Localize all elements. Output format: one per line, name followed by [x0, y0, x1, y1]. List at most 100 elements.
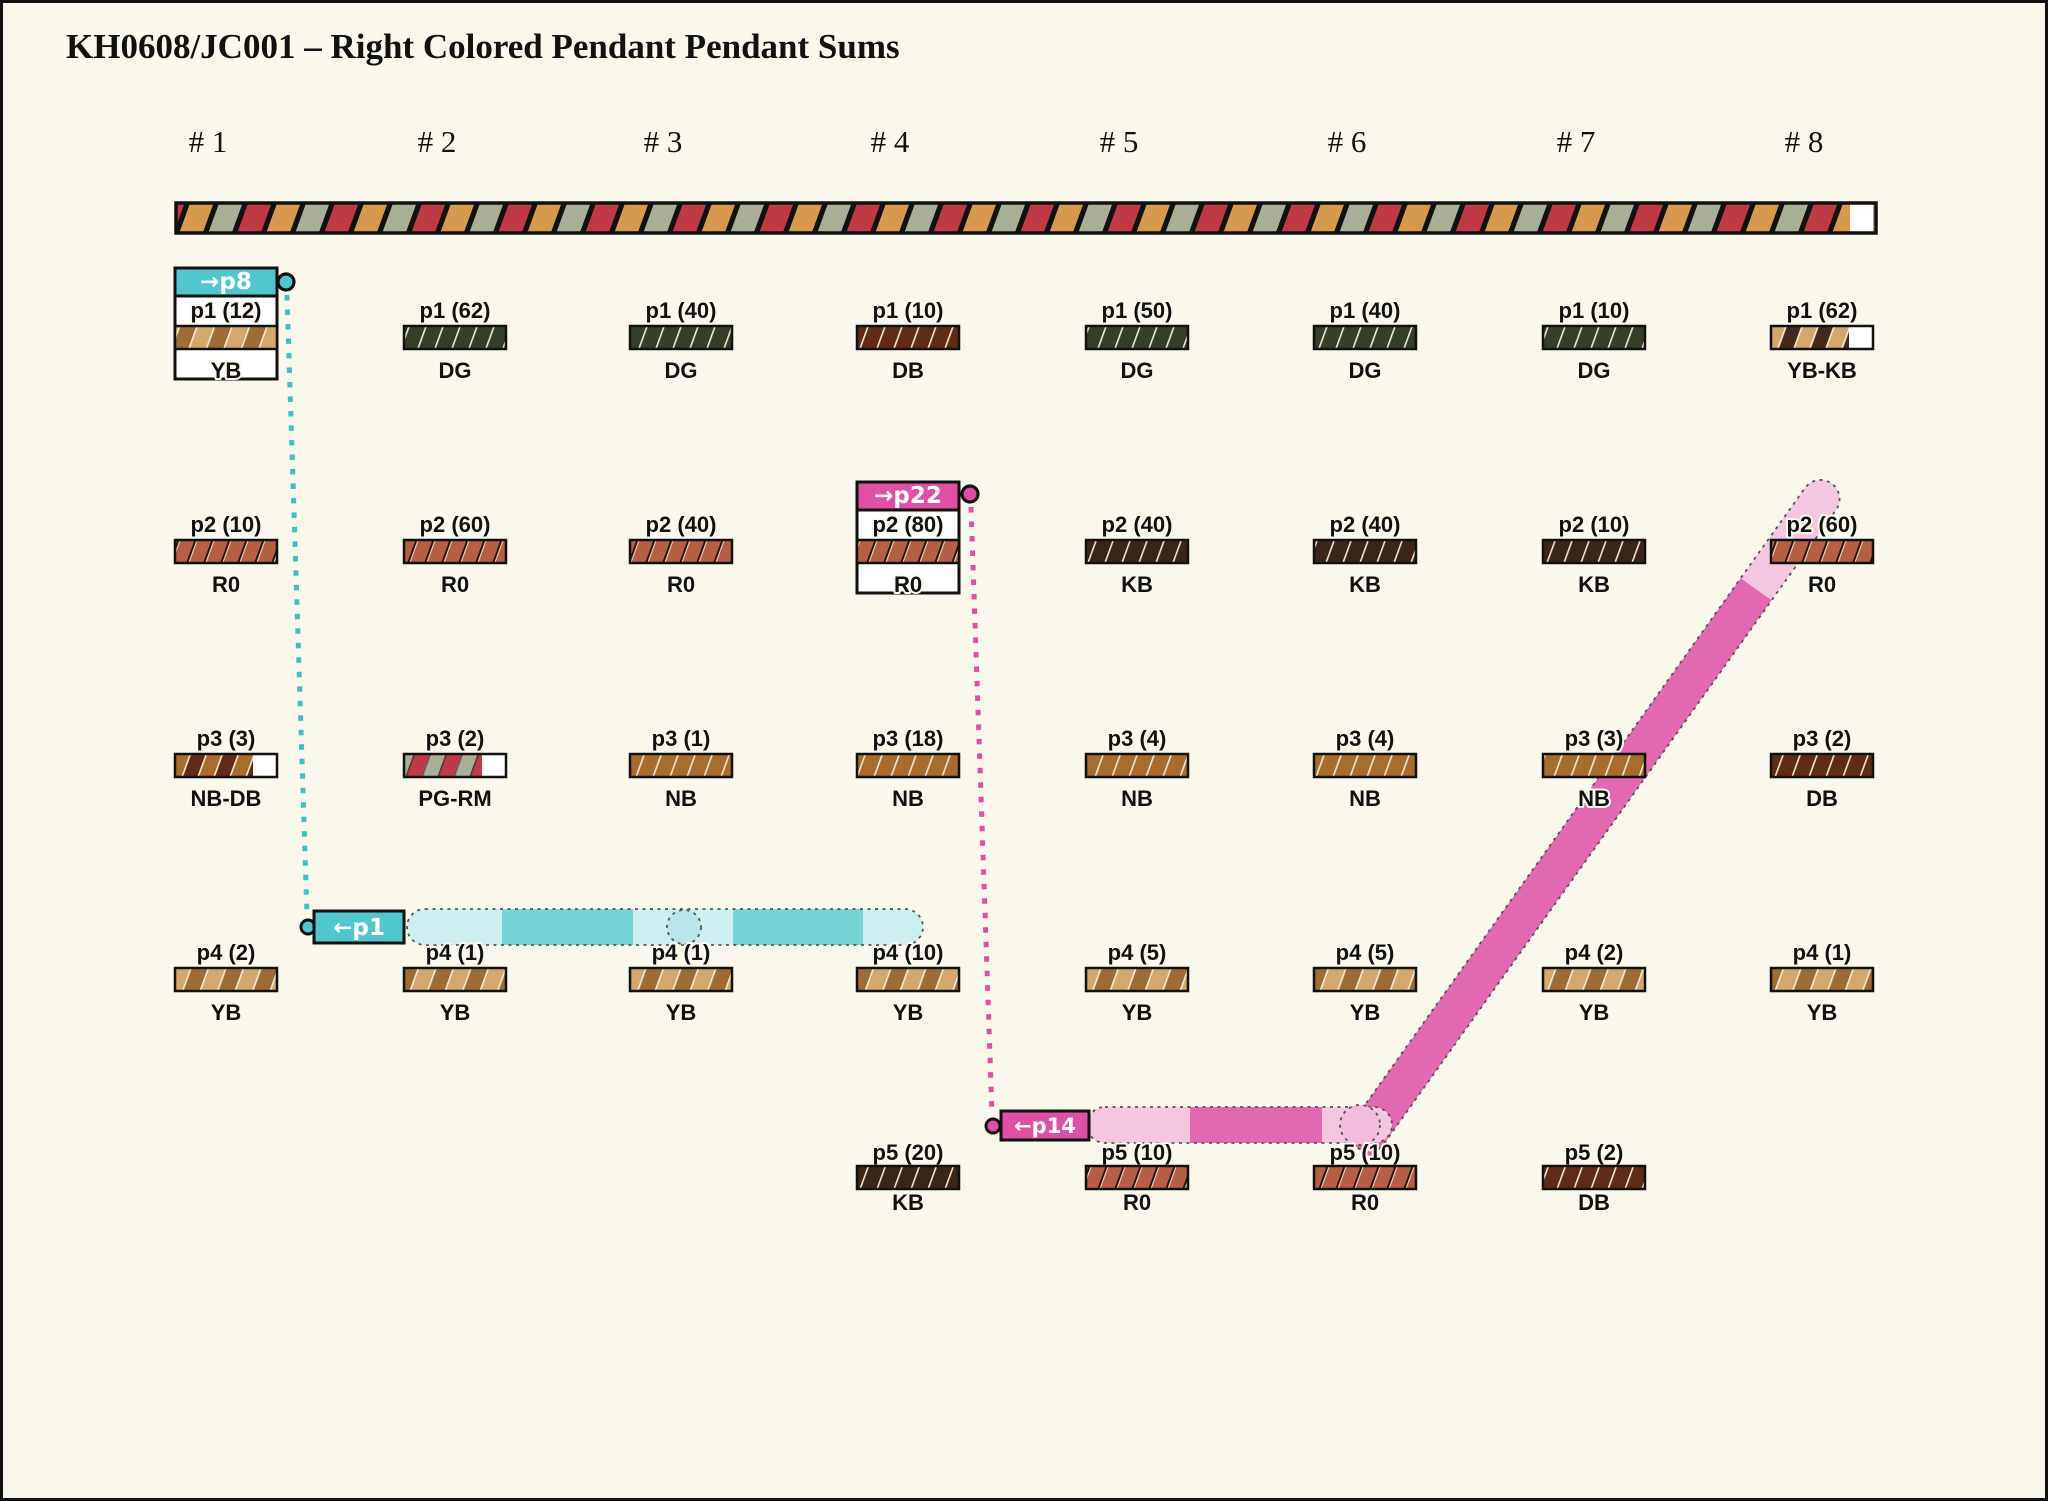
grid-cell[interactable]: p2 (60) R0 [1769, 510, 1875, 599]
swatch-stripes [1771, 326, 1849, 349]
grid-cell[interactable]: p3 (3) NB [1541, 724, 1647, 813]
grid-cell[interactable]: p2 (40) R0 [628, 510, 734, 599]
grid-cell[interactable]: p2 (60) R0 [402, 510, 508, 599]
route-chip-p14[interactable]: ←p14 [999, 1109, 1091, 1142]
color-code: KB [1121, 572, 1153, 597]
grid-cell[interactable]: p4 (2) YB [1541, 938, 1647, 1027]
swatch-border [173, 752, 279, 779]
pendant-label: p2 (40) [1330, 512, 1401, 537]
grid-cell[interactable]: p1 (40) DG [1312, 296, 1418, 385]
color-swatch [855, 966, 961, 993]
route-junction-marker-p1 [666, 909, 702, 945]
pendant-label: p5 (10) [1330, 1140, 1401, 1165]
grid-cell[interactable]: p3 (4) NB [1084, 724, 1190, 813]
grid-cell[interactable]: p1 (10) DB [855, 296, 961, 385]
color-swatch [173, 324, 279, 351]
color-swatch [173, 966, 279, 993]
grid-cell[interactable]: p1 (62) YB-KB [1769, 296, 1875, 385]
color-swatch [1541, 966, 1647, 993]
pendant-label: p3 (1) [652, 726, 711, 751]
grid-cell[interactable]: p5 (10) R0 [1084, 1138, 1190, 1217]
color-swatch [173, 538, 279, 565]
color-swatch [1541, 324, 1647, 351]
color-code: YB [211, 1000, 242, 1025]
grid-cell[interactable]: p4 (1) YB [1769, 938, 1875, 1027]
grid-cell[interactable]: p1 (62) DG [402, 296, 508, 385]
grid-cell[interactable]: p5 (10) R0 [1312, 1138, 1418, 1217]
grid-cell[interactable]: p1 (50) DG [1084, 296, 1190, 385]
grid-cell[interactable]: p1 (10) DG [1541, 296, 1647, 385]
pendant-label: p2 (40) [1102, 512, 1173, 537]
color-swatch [1541, 538, 1647, 565]
color-code: NB-DB [191, 786, 262, 811]
grid-cell[interactable]: p4 (5) YB [1312, 938, 1418, 1027]
pendant-label: p2 (60) [1787, 512, 1858, 537]
color-swatch [628, 538, 734, 565]
color-code: YB [1350, 1000, 1381, 1025]
grid-cell[interactable]: p3 (2) PG-RM [402, 724, 508, 813]
grid-cell[interactable]: p1 (40) DG [628, 296, 734, 385]
color-code: R0 [894, 572, 922, 597]
swatch-border [1769, 324, 1875, 351]
pendant-label: p1 (40) [646, 298, 717, 323]
color-swatch [402, 538, 508, 565]
route-chip-p1-label: ←p1 [333, 915, 385, 941]
color-swatch [1312, 966, 1418, 993]
grid-cell[interactable]: p2 (40) KB [1312, 510, 1418, 599]
grid-cell[interactable]: p2 (40) KB [1084, 510, 1190, 599]
grid-cell[interactable]: →p22 p2 (80) R0 [855, 480, 961, 599]
grid-cell[interactable]: p3 (3) NB-DB [173, 724, 279, 813]
grid-cell[interactable]: p2 (10) R0 [173, 510, 279, 599]
color-code: NB [892, 786, 924, 811]
grid-cell[interactable]: p4 (1) YB [628, 938, 734, 1027]
column-header: # 3 [644, 124, 683, 159]
color-swatch [855, 1164, 961, 1191]
grid-cell[interactable]: p3 (4) NB [1312, 724, 1418, 813]
grid-cell[interactable]: p5 (2) DB [1541, 1138, 1647, 1217]
column-header: # 5 [1100, 124, 1139, 159]
color-swatch [855, 538, 961, 565]
grid-cell[interactable]: p3 (18) NB [855, 724, 961, 813]
pendant-label: p3 (3) [197, 726, 256, 751]
color-code: DG [665, 358, 698, 383]
grid-cell[interactable]: p3 (1) NB [628, 724, 734, 813]
pendant-label: p3 (2) [426, 726, 485, 751]
color-swatch [1084, 752, 1190, 779]
grid-cell[interactable]: p4 (2) YB [173, 938, 279, 1027]
color-swatch [1769, 966, 1875, 993]
column-header: # 7 [1557, 124, 1596, 159]
selection-tag: →p22 [874, 483, 942, 509]
pendant-label: p4 (1) [652, 940, 711, 965]
pendant-label: p3 (4) [1336, 726, 1395, 751]
color-code: R0 [1351, 1190, 1379, 1215]
grid-cell[interactable]: →p8 p1 (12) YB [173, 266, 279, 385]
color-swatch [855, 324, 961, 351]
pendant-label: p4 (1) [426, 940, 485, 965]
pendant-label: p5 (10) [1102, 1140, 1173, 1165]
route-capsule-p1 [406, 908, 924, 946]
route-chip-p1[interactable]: ←p1 [312, 909, 406, 945]
color-code: DB [892, 358, 924, 383]
grid-cell[interactable]: p4 (1) YB [402, 938, 508, 1027]
grid-cell[interactable]: p3 (2) DB [1769, 724, 1875, 813]
color-code: R0 [1123, 1190, 1151, 1215]
grid-cell[interactable]: p4 (5) YB [1084, 938, 1190, 1027]
color-code: KB [892, 1190, 924, 1215]
grid-cell[interactable]: p4 (10) YB [855, 938, 961, 1027]
route-endpoint-dot-p8 [276, 272, 296, 292]
color-swatch [1312, 752, 1418, 779]
grid-cell[interactable]: p5 (20) KB [855, 1138, 961, 1217]
route-junction-marker-p14 [1339, 1104, 1381, 1146]
column-header: # 6 [1328, 124, 1367, 159]
pendant-label: p1 (62) [1787, 298, 1858, 323]
route-connector-p8 [284, 294, 310, 916]
pendant-label: p3 (2) [1793, 726, 1852, 751]
grid-cell[interactable]: p2 (10) KB [1541, 510, 1647, 599]
color-code: YB [1579, 1000, 1610, 1025]
column-headers: # 1 # 2 # 3 # 4 # 5 # 6 # 7 # 8 [189, 124, 1824, 159]
color-swatch [1084, 538, 1190, 565]
route-capsule-p14 [1086, 1104, 1393, 1146]
color-swatch [1084, 324, 1190, 351]
color-code: DG [1578, 358, 1611, 383]
column-header: # 8 [1785, 124, 1824, 159]
